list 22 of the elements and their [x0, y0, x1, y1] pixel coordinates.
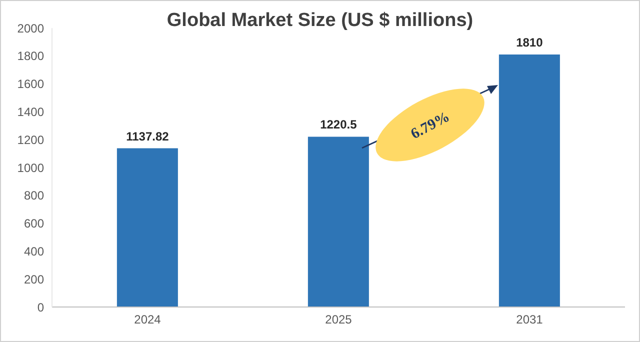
y-tick-label: 800: [24, 188, 44, 203]
data-label: 1220.5: [320, 118, 358, 132]
x-tick-label: 2024: [134, 312, 162, 327]
chart-title: Global Market Size (US $ millions): [166, 10, 474, 31]
y-tick-label: 400: [24, 244, 44, 258]
bar: [116, 148, 178, 307]
y-tick-label: 1400: [17, 104, 44, 119]
y-tick-label: 1200: [17, 132, 44, 147]
data-label: 1137.82: [126, 129, 170, 144]
x-tick-label: 2025: [325, 312, 352, 327]
y-tick-label: 600: [24, 216, 44, 231]
y-tick-label: 200: [24, 272, 44, 286]
bar: [308, 136, 369, 307]
data-label: 1810: [516, 36, 544, 50]
y-tick-label: 0: [37, 300, 44, 314]
y-tick-label: 1000: [17, 160, 44, 175]
y-tick-label: 1600: [17, 77, 44, 92]
bar: [498, 54, 560, 307]
y-tick-label: 1800: [17, 49, 44, 64]
annotation: 6.79%: [408, 109, 452, 143]
y-tick-label: 2000: [17, 21, 44, 36]
x-tick-label: 2031: [516, 312, 544, 327]
